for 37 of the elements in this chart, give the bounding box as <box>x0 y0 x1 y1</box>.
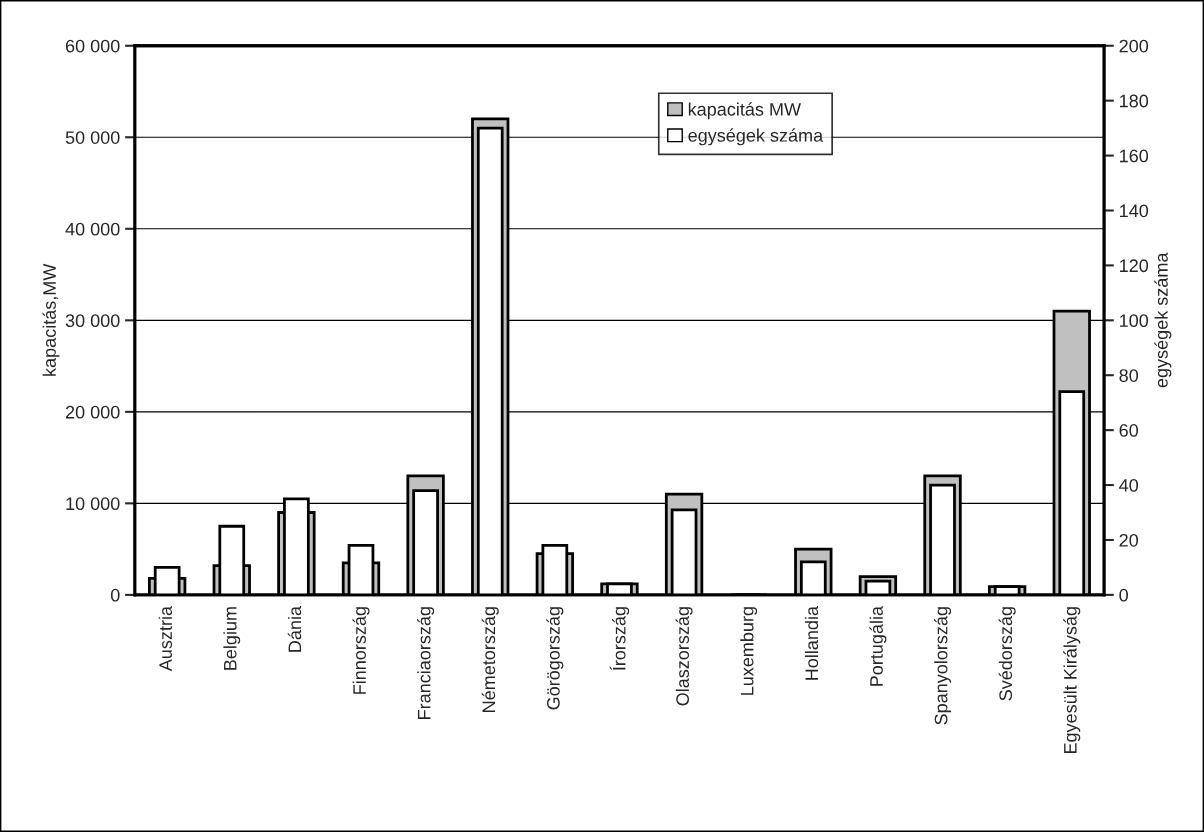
x-tick-label: Olaszország <box>675 607 693 706</box>
y2-tick-label: 20 <box>1119 533 1139 547</box>
x-tick-label: Ausztria <box>158 605 172 672</box>
x-tick-label: Dánia <box>287 605 302 652</box>
x-tick-label: Luxemburg <box>740 607 758 695</box>
y-tick-label: 30 000 <box>65 314 120 328</box>
y-tick-label: 50 000 <box>65 131 120 144</box>
y2-tick-label: 140 <box>1120 204 1149 218</box>
x-tick-label: Finnország <box>352 607 370 694</box>
y-tick-label: 40 000 <box>65 222 120 236</box>
x-tick-label: Egyesült Királyság <box>1063 607 1081 754</box>
y-tick-label: 0 <box>110 588 120 602</box>
x-tick-label: Belgium <box>223 607 241 670</box>
legend-label: kapacitás MW <box>688 102 801 120</box>
x-tick-label: Görögország <box>546 607 564 710</box>
y2-tick-label: 120 <box>1120 259 1149 273</box>
y2-tick-label: 160 <box>1120 149 1149 163</box>
y2-tick-label: 80 <box>1119 369 1139 382</box>
x-tick-label: Németország <box>481 607 499 712</box>
y2-tick-label: 180 <box>1120 94 1149 108</box>
y2-tick-label: 100 <box>1120 314 1149 328</box>
y-tick-label: 60 000 <box>65 39 120 53</box>
x-tick-label: Franciaország <box>417 607 435 719</box>
x-tick-label: Svédország <box>998 607 1016 701</box>
legend-label: egységek száma <box>688 128 824 146</box>
y2-tick-label: 40 <box>1119 478 1139 492</box>
y2-tick-label: 60 <box>1119 424 1139 437</box>
x-tick-label: Hollandia <box>804 605 819 680</box>
x-tick-label: Spanyolország <box>934 607 952 725</box>
y-tick-label: 20 000 <box>65 405 120 419</box>
y2-tick-label: 200 <box>1119 39 1149 53</box>
x-tick-label: Írország <box>609 607 630 670</box>
y2-axis-title: egységek száma <box>1154 252 1172 388</box>
y2-tick-label: 0 <box>1119 588 1128 602</box>
x-tick-label: Portugália <box>869 605 887 686</box>
y-tick-label: 10 000 <box>66 497 120 511</box>
y-axis-title: kapacitás,MW <box>42 263 60 376</box>
